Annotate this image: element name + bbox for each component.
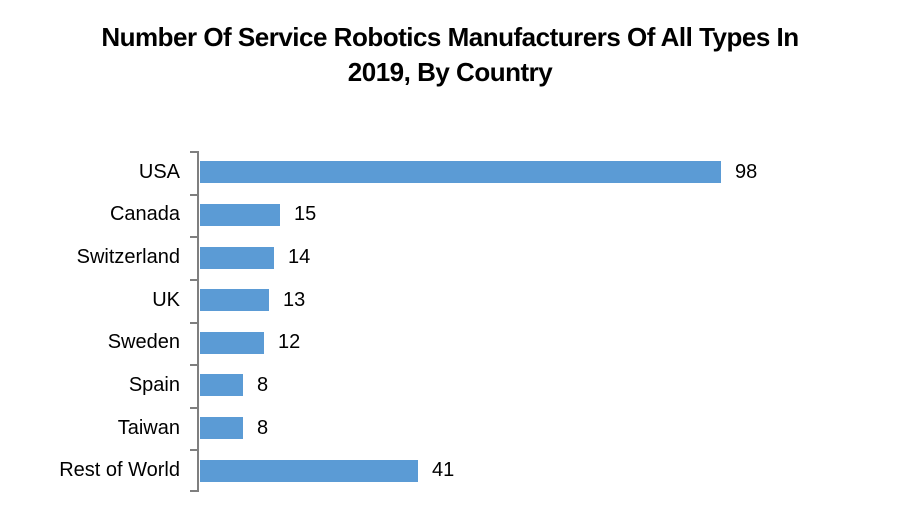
value-label-usa: 98 — [735, 160, 758, 183]
value-label-rest-of-world: 41 — [432, 459, 455, 482]
category-label-rest-of-world: Rest of World — [59, 459, 180, 482]
bar-spain — [200, 374, 243, 397]
axis-tick — [190, 449, 198, 451]
chart-title-line-1: Number Of Service Robotics Manufacturers… — [101, 22, 799, 52]
axis-tick — [190, 236, 198, 238]
bar-canada — [200, 203, 280, 226]
value-label-switzerland: 14 — [288, 246, 311, 269]
axis-tick — [190, 322, 198, 324]
value-label-uk: 13 — [283, 288, 306, 311]
bar-uk — [200, 289, 269, 312]
category-label-usa: USA — [138, 160, 180, 183]
axis-tick — [190, 407, 198, 409]
value-label-canada: 15 — [294, 203, 317, 226]
bar-sweden — [200, 331, 264, 354]
category-label-spain: Spain — [128, 373, 180, 396]
value-label-sweden: 12 — [278, 331, 301, 354]
bar-rest-of-world — [200, 459, 418, 482]
axis-tick — [190, 490, 198, 492]
axis-tick — [190, 194, 198, 196]
value-label-spain: 8 — [257, 373, 269, 396]
value-label-taiwan: 8 — [257, 416, 269, 439]
bar-usa — [200, 161, 721, 184]
axis-tick — [190, 364, 198, 366]
bar-switzerland — [200, 246, 274, 269]
axis-tick — [190, 279, 198, 281]
category-label-taiwan: Taiwan — [117, 416, 180, 439]
category-label-sweden: Sweden — [107, 331, 180, 354]
chart-title-line-2: 2019, By Country — [347, 57, 553, 87]
y-axis-line — [197, 151, 199, 492]
category-label-canada: Canada — [109, 203, 180, 226]
bar-taiwan — [200, 417, 243, 440]
plot-area: USA 98 Canada 15 Switzerland 14 UK 13 Sweden 12 Sp… — [0, 151, 900, 493]
axis-tick — [190, 151, 198, 153]
category-label-switzerland: Switzerland — [76, 246, 180, 269]
chart-title: Number Of Service Robotics Manufacturers… — [0, 20, 900, 90]
category-label-uk: UK — [152, 288, 180, 311]
